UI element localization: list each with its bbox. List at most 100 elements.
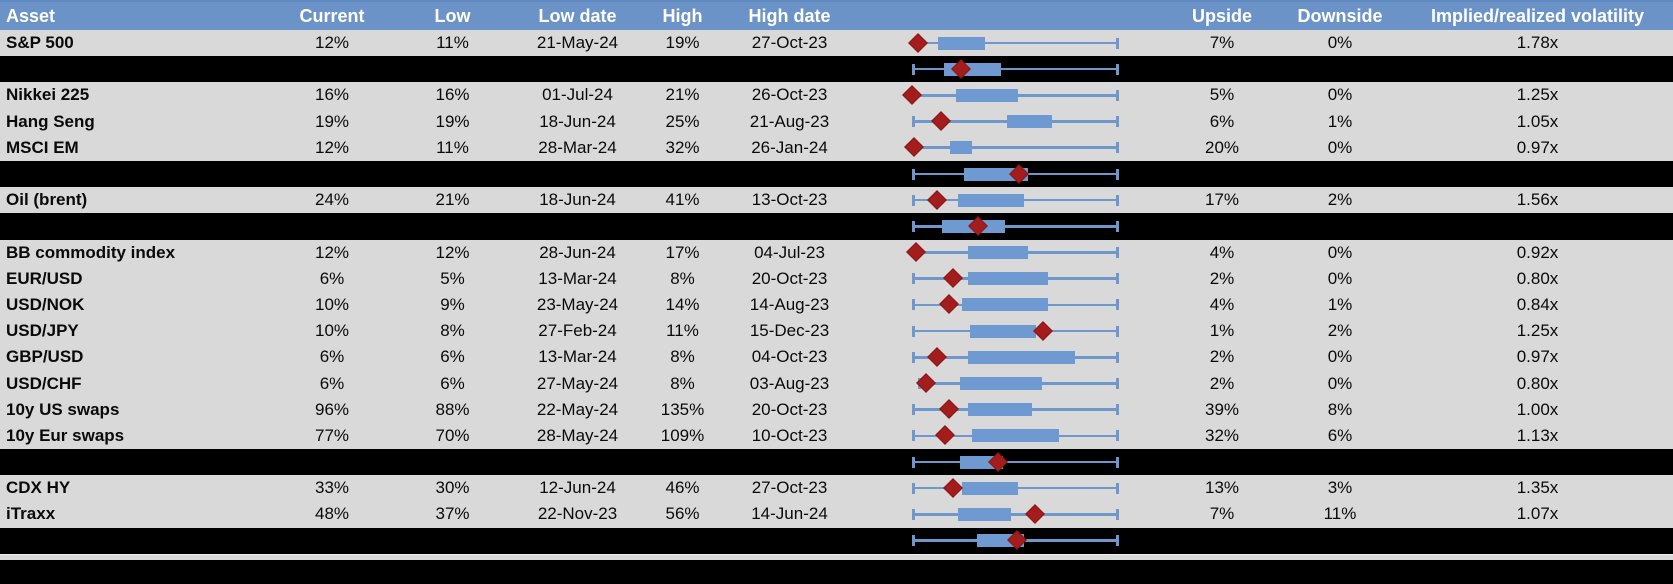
asset-name: CDX HY <box>6 478 71 498</box>
high-vol-value: 8% <box>670 347 695 367</box>
upside-value: 20% <box>1204 137 1240 157</box>
range-boxplot <box>0 240 1673 266</box>
low-date-value: 18-Jun-24 <box>539 111 616 131</box>
col-header-upside: Upside <box>1191 5 1252 26</box>
high-date-value: 13-Oct-23 <box>751 190 828 210</box>
downside-value: 1% <box>1327 294 1353 314</box>
asset-name: 10y Eur swaps <box>6 425 125 445</box>
high-vol-value: 56% <box>665 504 700 524</box>
high-date-value: 26-Jan-24 <box>751 137 828 157</box>
thin-light-band <box>0 553 1673 560</box>
high-date-value: 04-Oct-23 <box>751 347 828 367</box>
implied-realized-vol-value: 0.80x <box>1516 268 1559 288</box>
table-row: S&P 500 12% 11% 21-May-24 19% 27-Oct-23 … <box>0 30 1673 57</box>
whisker-cap-left <box>912 168 915 180</box>
asset-name: USD/NOK <box>6 294 85 314</box>
separator-row <box>0 527 1673 554</box>
whisker-cap-left <box>912 194 915 206</box>
current-marker-diamond <box>916 373 937 393</box>
low-vol-value: 11% <box>436 33 469 53</box>
downside-value: 0% <box>1327 85 1353 105</box>
implied-realized-vol-value: 1.00x <box>1516 399 1559 419</box>
downside-value: 0% <box>1327 242 1353 262</box>
bottom-black-band <box>0 559 1673 584</box>
high-date-value: 03-Aug-23 <box>749 373 830 393</box>
whisker-cap-right <box>1116 273 1119 285</box>
whisker-cap-right <box>1116 351 1119 363</box>
asset-name: Nikkei 225 <box>6 85 90 105</box>
current-marker-diamond <box>926 189 947 210</box>
whisker-cap-right <box>1116 194 1119 206</box>
whisker-cap-left <box>912 116 915 128</box>
upside-value: 39% <box>1204 399 1240 419</box>
whisker-cap-right <box>1116 404 1119 416</box>
iqr-box <box>958 193 1024 207</box>
high-vol-value: 109% <box>660 425 705 445</box>
implied-realized-vol-value <box>1455 56 1620 82</box>
whisker-cap-right <box>1116 508 1119 520</box>
whisker-line <box>915 146 1118 150</box>
range-boxplot <box>0 292 1673 318</box>
low-vol-value: 37% <box>435 504 470 524</box>
upside-value: 13% <box>1204 478 1240 498</box>
col-header-low: Low <box>434 5 471 26</box>
range-boxplot <box>0 109 1673 135</box>
whisker-cap-right <box>1116 247 1119 259</box>
whisker-cap-left <box>912 299 915 311</box>
upside-value: 2% <box>1209 347 1235 367</box>
low-date-value: 21-May-24 <box>536 33 619 53</box>
high-date-value: 20-Oct-23 <box>751 268 828 288</box>
implied-realized-vol-value: 1.25x <box>1516 321 1559 341</box>
whisker-cap-left <box>912 404 915 416</box>
current-marker-diamond <box>902 85 922 105</box>
downside-value: 3% <box>1327 478 1353 498</box>
high-vol-value: 21% <box>665 85 700 105</box>
current-vol-value: 24% <box>314 190 350 210</box>
table-row: USD/JPY 10% 8% 27-Feb-24 11% 15-Dec-23 1… <box>0 318 1673 345</box>
iqr-box <box>962 481 1018 495</box>
high-vol-value: 11% <box>666 321 699 341</box>
implied-realized-vol-value: 1.13x <box>1516 425 1559 445</box>
range-boxplot <box>0 423 1673 449</box>
implied-realized-vol-value: 1.56x <box>1516 190 1559 210</box>
low-date-value: 28-May-24 <box>536 425 619 445</box>
whisker-cap-right <box>1116 325 1119 337</box>
range-boxplot <box>0 187 1673 213</box>
low-vol-value: 88% <box>435 399 470 419</box>
low-vol-value: 21% <box>435 190 470 210</box>
low-date-value: 27-May-24 <box>536 373 619 393</box>
table-row: USD/CHF 6% 6% 27-May-24 8% 03-Aug-23 2% … <box>0 370 1673 397</box>
downside-value: 0% <box>1327 373 1353 393</box>
whisker-cap-left <box>912 63 915 75</box>
implied-realized-vol-value: 0.80x <box>1516 373 1559 393</box>
implied-realized-vol-value <box>1455 213 1620 239</box>
low-date-value: 13-Mar-24 <box>538 347 617 367</box>
downside-value <box>1280 528 1400 554</box>
low-vol-value: 11% <box>436 137 469 157</box>
current-vol-value: 77% <box>314 425 350 445</box>
table-row: Oil (brent) 24% 21% 18-Jun-24 41% 13-Oct… <box>0 187 1673 214</box>
range-boxplot <box>0 475 1673 501</box>
low-vol-value: 8% <box>440 321 465 341</box>
whisker-cap-left <box>912 325 915 337</box>
low-date-value: 23-May-24 <box>536 294 619 314</box>
range-boxplot <box>0 56 1673 82</box>
current-vol-value: 19% <box>314 111 350 131</box>
downside-value <box>1280 161 1400 187</box>
upside-value: 4% <box>1209 242 1235 262</box>
whisker-cap-left <box>912 220 915 232</box>
whisker-cap-left <box>912 482 915 494</box>
whisker-cap-left <box>912 273 915 285</box>
upside-value: 32% <box>1204 425 1240 445</box>
whisker-cap-left <box>912 430 915 442</box>
table-body: S&P 500 12% 11% 21-May-24 19% 27-Oct-23 … <box>0 30 1673 584</box>
high-vol-value: 25% <box>665 111 700 131</box>
high-vol-value: 19% <box>665 33 700 53</box>
current-marker-diamond <box>1025 504 1045 524</box>
downside-value: 1% <box>1327 111 1353 131</box>
low-date-value: 01-Jul-24 <box>542 85 613 105</box>
low-date-value: 28-Mar-24 <box>538 137 617 157</box>
whisker-line <box>913 513 1118 516</box>
current-marker-diamond <box>906 242 926 262</box>
